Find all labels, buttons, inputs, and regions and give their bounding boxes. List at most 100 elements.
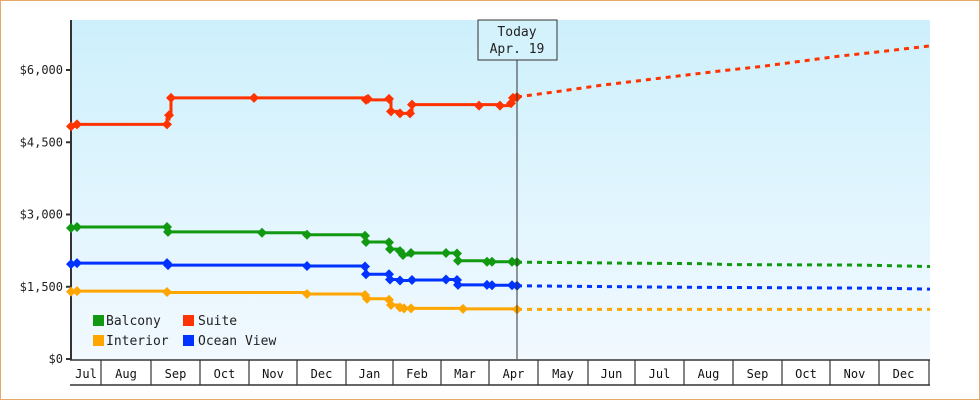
data-point-marker[interactable] — [395, 275, 405, 286]
data-point-marker[interactable] — [360, 230, 370, 241]
data-point-marker[interactable] — [162, 119, 172, 130]
month-label: Oct — [795, 367, 817, 381]
data-point-marker[interactable] — [386, 106, 396, 117]
data-point-marker[interactable] — [249, 92, 259, 103]
data-point-marker[interactable] — [487, 280, 497, 291]
data-point-marker[interactable] — [452, 248, 462, 259]
data-point-marker[interactable] — [362, 293, 372, 304]
data-point-marker[interactable] — [405, 108, 415, 119]
data-point-marker[interactable] — [384, 93, 394, 104]
legend-label-interior: Interior — [106, 334, 169, 349]
data-point-marker[interactable] — [163, 226, 173, 237]
data-point-marker[interactable] — [361, 269, 371, 280]
data-point-marker[interactable] — [72, 286, 82, 297]
data-point-marker[interactable] — [302, 261, 312, 272]
data-point-marker[interactable] — [302, 229, 312, 240]
series-balcony — [66, 222, 931, 269]
legend-item-suite[interactable]: Suite — [183, 314, 237, 329]
data-point-marker[interactable] — [399, 303, 409, 314]
forecast-line-suite — [516, 44, 931, 99]
today-date: Apr. 19 — [490, 42, 545, 57]
data-point-marker[interactable] — [441, 274, 451, 285]
legend-swatch-ocean-view — [183, 335, 194, 346]
legend-swatch-interior — [93, 335, 104, 346]
data-point-marker[interactable] — [384, 237, 394, 248]
data-point-marker[interactable] — [395, 108, 405, 119]
forecast-line-ocean-view — [516, 284, 931, 291]
month-label: Jun — [601, 367, 623, 381]
month-label: Feb — [406, 367, 428, 381]
series-interior — [66, 286, 930, 315]
data-point-marker[interactable] — [361, 236, 371, 247]
month-label: Jan — [359, 367, 381, 381]
legend-swatch-suite — [183, 315, 194, 326]
legend-item-interior[interactable]: Interior — [93, 334, 169, 349]
month-label: May — [552, 367, 574, 381]
y-tick-label: $6,000 — [20, 63, 63, 77]
data-point-marker[interactable] — [363, 93, 373, 104]
legend-label-suite: Suite — [198, 314, 237, 329]
month-label: Sep — [165, 367, 187, 381]
month-label: Dec — [311, 367, 333, 381]
legend-item-ocean-view[interactable]: Ocean View — [183, 334, 276, 349]
y-tick-label: $3,000 — [20, 208, 63, 222]
legend-item-balcony[interactable]: Balcony — [93, 314, 161, 329]
data-point-marker[interactable] — [164, 110, 174, 121]
data-point-marker[interactable] — [257, 227, 267, 238]
data-point-marker[interactable] — [162, 287, 172, 298]
month-label: Nov — [844, 367, 866, 381]
plot-background — [71, 20, 930, 359]
data-point-marker[interactable] — [66, 286, 76, 297]
month-label: Jul — [75, 367, 97, 381]
month-label: Aug — [115, 367, 137, 381]
legend: Balcony Suite Interior Ocean View — [93, 314, 276, 349]
month-label: Mar — [454, 367, 476, 381]
legend-label-balcony: Balcony — [106, 314, 161, 329]
x-axis: Jul Aug Sep Oct Nov Dec Jan Feb Mar Apr May Jun Jul A… — [70, 359, 930, 386]
series-suite — [66, 44, 931, 132]
data-point-marker[interactable] — [453, 255, 463, 266]
data-point-marker[interactable] — [166, 92, 176, 103]
month-label: Nov — [262, 367, 284, 381]
legend-label-ocean-view: Ocean View — [198, 334, 276, 349]
data-point-marker[interactable] — [163, 260, 173, 271]
data-point-marker[interactable] — [66, 259, 76, 270]
month-label: Sep — [747, 367, 769, 381]
data-point-marker[interactable] — [406, 248, 416, 259]
y-tick-label: $1,500 — [20, 280, 63, 294]
today-marker: Today Apr. 19 — [477, 19, 558, 359]
data-point-marker[interactable] — [406, 303, 416, 314]
y-axis: $0 $1,500 $3,000 $4,500 $6,000 — [20, 20, 72, 366]
data-point-marker[interactable] — [495, 100, 505, 111]
data-point-marker[interactable] — [453, 279, 463, 290]
series-ocean-view — [66, 258, 931, 291]
series-layer — [66, 44, 931, 315]
data-point-marker[interactable] — [360, 261, 370, 272]
data-point-marker[interactable] — [72, 258, 82, 269]
month-label: Dec — [893, 367, 915, 381]
y-tick-label: $4,500 — [20, 135, 63, 149]
month-label: Aug — [698, 367, 720, 381]
data-point-marker[interactable] — [72, 222, 82, 233]
data-point-marker[interactable] — [302, 288, 312, 299]
legend-swatch-balcony — [93, 315, 104, 326]
y-tick-label: $0 — [49, 352, 63, 366]
data-point-marker[interactable] — [407, 99, 417, 110]
today-label: Today — [497, 25, 536, 40]
data-point-marker[interactable] — [386, 300, 396, 311]
month-label: Apr — [503, 367, 525, 381]
month-label: Oct — [214, 367, 236, 381]
data-point-marker[interactable] — [398, 249, 408, 260]
data-point-marker[interactable] — [385, 244, 395, 255]
month-label: Jul — [649, 367, 671, 381]
data-point-marker[interactable] — [407, 275, 417, 286]
data-point-marker[interactable] — [385, 274, 395, 285]
data-point-marker[interactable] — [458, 303, 468, 314]
today-box — [477, 19, 558, 61]
data-point-marker[interactable] — [487, 256, 497, 267]
data-point-marker[interactable] — [474, 100, 484, 111]
data-point-marker[interactable] — [66, 222, 76, 233]
data-point-marker[interactable] — [72, 119, 82, 130]
data-point-marker[interactable] — [441, 248, 451, 259]
